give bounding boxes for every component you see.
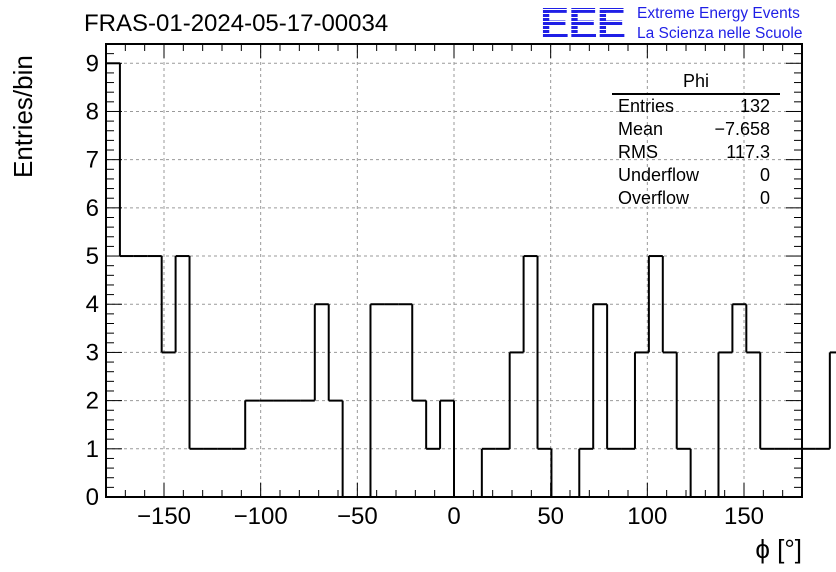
y-tick-label: 7: [86, 147, 99, 174]
stats-row: RMS 117.3: [612, 141, 780, 164]
y-tick-label: 3: [86, 339, 99, 366]
stats-row: Entries 132: [612, 95, 780, 118]
y-tick-label: 2: [86, 388, 99, 415]
stats-title: Phi: [612, 70, 780, 95]
y-axis-label: Entries/bin: [8, 55, 38, 178]
y-tick-label: 9: [86, 50, 99, 77]
y-tick-label: 6: [86, 195, 99, 222]
stats-label: Overflow: [618, 188, 690, 208]
stats-row: Mean −7.658: [612, 118, 780, 141]
stats-row: Underflow 0: [612, 164, 780, 187]
x-tick-label: −50: [337, 503, 378, 530]
stats-box: Phi Entries 132 Mean −7.658 RMS 117.3 Underflo…: [612, 70, 780, 210]
stats-label: Underflow: [618, 165, 700, 185]
y-tick-label: 1: [86, 436, 99, 463]
y-tick-label: 0: [86, 484, 99, 511]
stats-value: 132: [739, 96, 770, 116]
x-tick-label: 50: [537, 503, 564, 530]
y-tick-label: 5: [86, 243, 99, 270]
x-tick-label: 100: [627, 503, 667, 530]
eee-logo: EEE: [540, 0, 626, 48]
stats-value: −7.658: [714, 119, 770, 139]
x-tick-label: 150: [724, 503, 764, 530]
x-axis-label: ϕ [°]: [755, 534, 802, 564]
x-tick-label: −100: [234, 503, 288, 530]
logo-line-1: Extreme Energy Events: [637, 5, 800, 22]
x-tick-label: −150: [137, 503, 191, 530]
stats-value: 0: [759, 165, 770, 185]
run-title: FRAS-01-2024-05-17-00034: [84, 10, 389, 37]
plot-frame: [105, 43, 803, 498]
x-tick-label: 0: [447, 503, 460, 530]
stats-row: Overflow 0: [612, 187, 780, 210]
stats-value: 0: [759, 188, 770, 208]
stats-label: Mean: [618, 119, 664, 139]
y-tick-label: 4: [86, 291, 99, 318]
stats-label: Entries: [618, 96, 675, 116]
axis-tick-labels: −150 −100 −50 0 50 100 150 0 1 2 3 4 5 6 7 8 9: [86, 50, 764, 530]
histogram-bars: [106, 62, 836, 498]
stats-label: RMS: [618, 142, 658, 162]
stats-value: 117.3: [726, 142, 770, 162]
logo-line-2: La Scienza nelle Scuole: [637, 25, 803, 42]
y-tick-label: 8: [86, 98, 99, 125]
